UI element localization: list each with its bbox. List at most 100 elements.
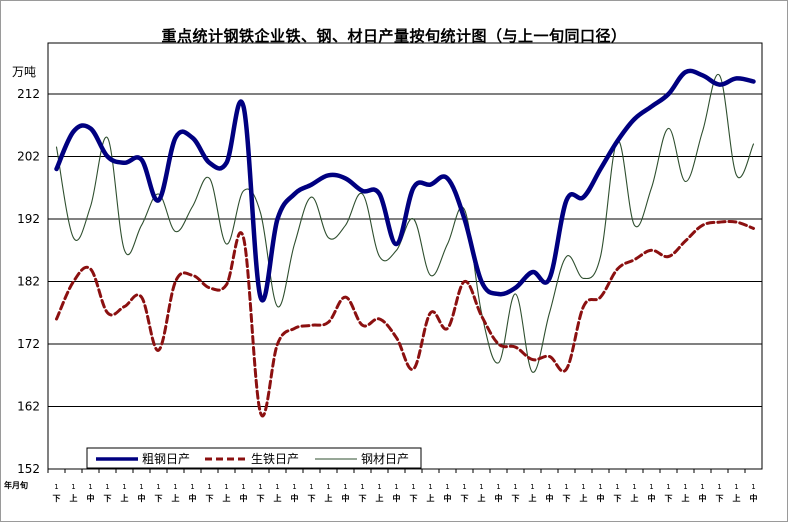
x-tick-label-bottom: 上 [376, 493, 384, 503]
x-tick-label-bottom: 下 [257, 494, 265, 503]
x-axis-label: 年月旬 [4, 480, 28, 490]
x-tick-label-top: 1 [394, 483, 398, 491]
x-tick-label-top: 1 [649, 483, 653, 491]
x-tick-label-top: 1 [190, 483, 194, 491]
x-tick-label-bottom: 下 [104, 494, 112, 503]
x-tick-label-bottom: 上 [325, 493, 333, 503]
x-tick-label-bottom: 下 [512, 494, 520, 503]
x-tick-label-top: 1 [54, 483, 58, 491]
x-tick-label-top: 1 [122, 483, 126, 491]
x-tick-label-bottom: 下 [206, 494, 214, 503]
x-tick-label-top: 1 [513, 483, 517, 491]
x-tick-label-bottom: 下 [665, 494, 673, 503]
x-axis: 年月旬 1 下 1 上 1 中 1 下 1 上 1 中 1 下 1 上 1 中 1 下 1 上 1 中 1 下 1 上 1 中 1 下 1 上 1 中 1… [4, 469, 758, 503]
x-tick-label-top: 1 [615, 483, 619, 491]
x-tick-label-top: 1 [377, 483, 381, 491]
x-tick-label-bottom: 下 [155, 494, 163, 503]
x-tick-label-bottom: 中 [342, 493, 350, 503]
x-tick-label-bottom: 中 [750, 493, 758, 503]
legend-label-1: 粗钢日产 [142, 452, 190, 466]
x-tick-label-top: 1 [751, 483, 755, 491]
x-tick-label-bottom: 下 [716, 494, 724, 503]
x-tick-label-top: 1 [71, 483, 75, 491]
x-tick-label-bottom: 中 [189, 493, 197, 503]
x-tick-label-bottom: 上 [427, 493, 435, 503]
x-tick-label-top: 1 [360, 483, 364, 491]
legend-label-2: 生铁日产 [251, 452, 299, 466]
x-tick-label-top: 1 [700, 483, 704, 491]
x-tick-label-bottom: 中 [495, 493, 503, 503]
x-tick-label-bottom: 下 [359, 494, 367, 503]
series-line-3 [55, 73, 755, 373]
x-tick-label-bottom: 上 [274, 493, 282, 503]
x-tick-label-top: 1 [547, 483, 551, 491]
x-tick-label-bottom: 中 [240, 493, 248, 503]
x-tick-label-bottom: 上 [529, 493, 537, 503]
x-tick-label-top: 1 [292, 483, 296, 491]
x-tick-label-bottom: 下 [410, 494, 418, 503]
x-tick-label-bottom: 中 [597, 493, 605, 503]
x-tick-label-bottom: 下 [563, 494, 571, 503]
x-tick-label-bottom: 中 [138, 493, 146, 503]
x-tick-label-top: 1 [105, 483, 109, 491]
x-tick-label-top: 1 [411, 483, 415, 491]
x-tick-label-top: 1 [581, 483, 585, 491]
x-tick-label-top: 1 [156, 483, 160, 491]
x-tick-label-top: 1 [598, 483, 602, 491]
x-tick-label-top: 1 [139, 483, 143, 491]
x-tick-label-top: 1 [241, 483, 245, 491]
y-axis-ticks: 152 162 172 182 192 202 212 [17, 87, 40, 476]
x-tick-label-top: 1 [343, 483, 347, 491]
x-tick-label-top: 1 [479, 483, 483, 491]
y-tick-label: 192 [17, 212, 40, 226]
x-tick-label-top: 1 [564, 483, 568, 491]
x-tick-label-bottom: 下 [308, 494, 316, 503]
x-tick-label-top: 1 [734, 483, 738, 491]
x-tick-label-top: 1 [683, 483, 687, 491]
x-tick-label-top: 1 [717, 483, 721, 491]
x-tick-label-bottom: 中 [444, 493, 452, 503]
x-tick-label-bottom: 中 [648, 493, 656, 503]
x-tick-label-top: 1 [173, 483, 177, 491]
gridlines [47, 42, 763, 470]
y-tick-label: 202 [17, 150, 40, 164]
x-tick-label-top: 1 [666, 483, 670, 491]
y-axis-unit: 万吨 [12, 65, 37, 79]
x-tick-label-top: 1 [632, 483, 636, 491]
y-tick-label: 212 [17, 87, 40, 101]
x-tick-label-top: 1 [326, 483, 330, 491]
x-tick-label-top: 1 [530, 483, 534, 491]
x-tick-label-bottom: 上 [682, 493, 690, 503]
x-tick-label-bottom: 中 [393, 493, 401, 503]
x-tick-label-bottom: 上 [223, 493, 231, 503]
x-tick-label-bottom: 上 [733, 493, 741, 503]
x-tick-label-top: 1 [275, 483, 279, 491]
x-tick-label-top: 1 [207, 483, 211, 491]
x-tick-label-top: 1 [445, 483, 449, 491]
x-tick-label-bottom: 中 [546, 493, 554, 503]
legend-box [86, 447, 422, 469]
x-tick-label-top: 1 [224, 483, 228, 491]
y-tick-label: 152 [17, 462, 40, 476]
plot-area [47, 42, 763, 470]
x-tick-label-bottom: 上 [580, 493, 588, 503]
x-tick-label-bottom: 中 [87, 493, 95, 503]
x-tick-label-bottom: 上 [121, 493, 129, 503]
x-tick-label-top: 1 [462, 483, 466, 491]
x-tick-label-top: 1 [88, 483, 92, 491]
x-tick-label-bottom: 下 [53, 494, 61, 503]
legend-label-3: 钢材日产 [361, 452, 409, 466]
chart-title: 重点统计钢铁企业铁、钢、材日产量按旬统计图（与上一旬同口径） [161, 27, 627, 45]
x-tick-label-bottom: 上 [70, 493, 78, 503]
x-tick-label-top: 1 [309, 483, 313, 491]
x-tick-label-bottom: 上 [172, 493, 180, 503]
x-tick-label-bottom: 上 [631, 493, 639, 503]
x-tick-label-bottom: 中 [699, 493, 707, 503]
x-tick-label-bottom: 下 [461, 494, 469, 503]
legend: 粗钢日产 生铁日产 钢材日产 [86, 447, 422, 469]
x-tick-label-bottom: 下 [614, 494, 622, 503]
x-tick-label-top: 1 [496, 483, 500, 491]
y-tick-label: 182 [17, 275, 40, 289]
y-tick-label: 172 [17, 337, 40, 351]
